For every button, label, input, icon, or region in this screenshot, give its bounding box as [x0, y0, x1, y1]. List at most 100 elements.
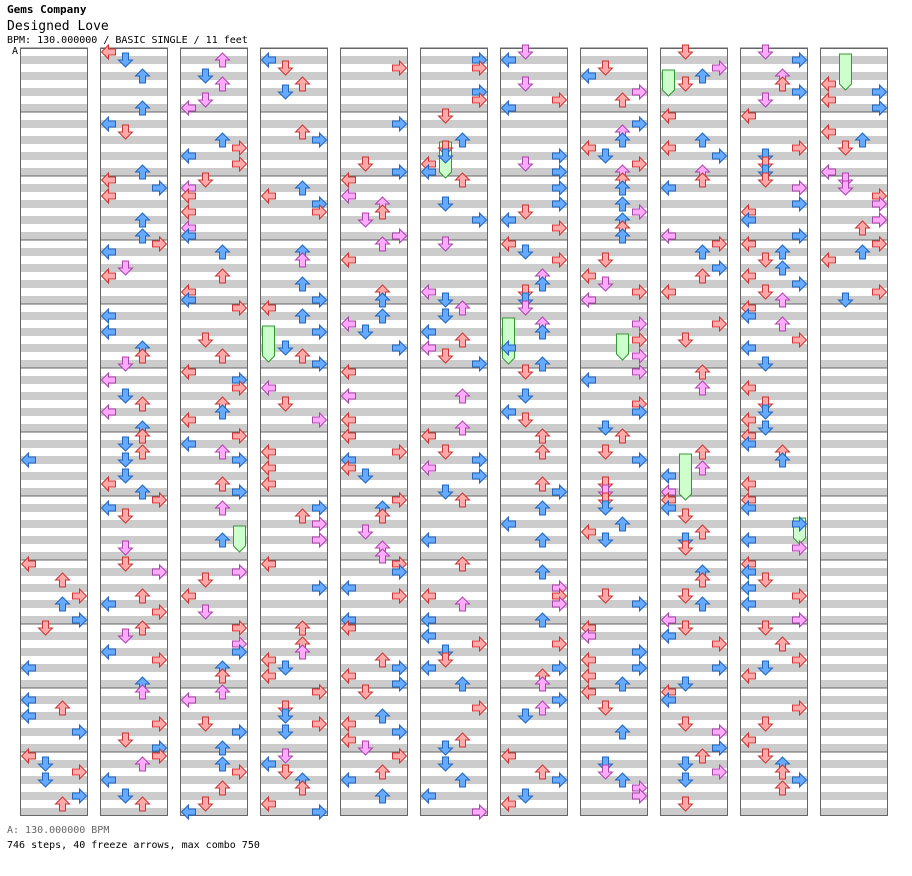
eighth-arrow-up-icon — [214, 244, 231, 260]
beat-stripe — [20, 104, 88, 112]
eighth-arrow-down-icon — [117, 388, 134, 404]
beat-stripe — [100, 264, 168, 272]
quarter-arrow-up-icon — [294, 620, 311, 636]
beat-stripe — [340, 360, 408, 368]
beat-stripe — [580, 616, 648, 624]
quarter-arrow-down-icon — [677, 332, 694, 348]
beat-stripe — [340, 104, 408, 112]
eighth-arrow-right-icon — [552, 771, 568, 789]
beat-stripe — [580, 760, 648, 768]
quarter-arrow-right-icon — [792, 331, 808, 349]
beat-stripe — [580, 568, 648, 576]
beat-stripe — [660, 536, 728, 544]
beat-stripe — [500, 120, 568, 128]
eighth-arrow-left-icon — [740, 339, 756, 357]
beat-stripe — [660, 808, 728, 816]
sixteenth-arrow-up-icon — [534, 700, 551, 716]
quarter-arrow-right-icon — [632, 155, 648, 173]
beat-stripe — [420, 680, 488, 688]
eighth-arrow-left-icon — [740, 211, 756, 229]
beat-stripe — [340, 312, 408, 320]
quarter-arrow-up-icon — [374, 204, 391, 220]
beat-stripe — [660, 648, 728, 656]
quarter-arrow-down-icon — [117, 508, 134, 524]
beat-stripe — [580, 376, 648, 384]
beat-stripe — [820, 664, 888, 672]
beat-stripe — [500, 440, 568, 448]
sixteenth-arrow-left-icon — [100, 371, 116, 389]
beat-stripe — [260, 392, 328, 400]
beat-stripe — [20, 600, 88, 608]
beat-stripe — [20, 488, 88, 496]
quarter-arrow-left-icon — [820, 91, 836, 109]
eighth-arrow-right-icon — [792, 275, 808, 293]
quarter-arrow-up-icon — [454, 732, 471, 748]
beat-stripe — [660, 504, 728, 512]
beat-stripe — [500, 376, 568, 384]
chart-column — [580, 48, 648, 816]
beat-stripe — [660, 408, 728, 416]
beat-stripe — [180, 120, 248, 128]
eighth-arrow-right-icon — [392, 659, 408, 677]
beat-stripe — [580, 472, 648, 480]
quarter-arrow-down-icon — [437, 108, 454, 124]
quarter-arrow-up-icon — [134, 428, 151, 444]
beat-stripe — [180, 696, 248, 704]
quarter-arrow-down-icon — [437, 444, 454, 460]
beat-stripe — [20, 536, 88, 544]
quarter-arrow-down-icon — [757, 716, 774, 732]
quarter-arrow-left-icon — [740, 379, 756, 397]
sixteenth-arrow-up-icon — [454, 388, 471, 404]
quarter-arrow-right-icon — [392, 443, 408, 461]
beat-stripe — [500, 760, 568, 768]
beat-stripe — [100, 104, 168, 112]
beat-stripe — [740, 600, 808, 608]
sixteenth-arrow-up-icon — [454, 420, 471, 436]
eighth-arrow-down-icon — [277, 84, 294, 100]
chart-column — [500, 48, 568, 816]
beat-stripe — [820, 792, 888, 800]
beat-stripe — [340, 616, 408, 624]
beat-stripe — [420, 360, 488, 368]
beat-stripe — [820, 520, 888, 528]
quarter-arrow-left-icon — [740, 235, 756, 253]
beat-stripe — [100, 120, 168, 128]
beat-stripe — [740, 280, 808, 288]
quarter-arrow-left-icon — [20, 555, 36, 573]
sixteenth-arrow-down-icon — [117, 356, 134, 372]
quarter-arrow-left-icon — [100, 475, 116, 493]
beat-stripe — [180, 392, 248, 400]
beat-stripe — [820, 120, 888, 128]
eighth-arrow-up-icon — [454, 676, 471, 692]
eighth-arrow-left-icon — [340, 579, 356, 597]
beat-stripe — [340, 744, 408, 752]
sixteenth-arrow-right-icon — [712, 59, 728, 77]
beat-stripe — [580, 216, 648, 224]
beat-stripe — [260, 168, 328, 176]
eighth-arrow-left-icon — [260, 51, 276, 69]
beat-stripe — [20, 392, 88, 400]
eighth-arrow-right-icon — [232, 643, 248, 661]
beat-stripe — [260, 280, 328, 288]
quarter-arrow-left-icon — [100, 267, 116, 285]
beat-stripe — [100, 408, 168, 416]
beat-stripe — [100, 552, 168, 560]
eighth-arrow-right-icon — [232, 451, 248, 469]
eighth-arrow-right-icon — [712, 147, 728, 165]
quarter-arrow-left-icon — [580, 267, 596, 285]
beat-stripe — [660, 312, 728, 320]
eighth-arrow-down-icon — [757, 356, 774, 372]
quarter-arrow-up-icon — [214, 476, 231, 492]
beat-stripe — [660, 232, 728, 240]
quarter-arrow-up-icon — [694, 444, 711, 460]
beat-stripe — [580, 456, 648, 464]
quarter-arrow-down-icon — [757, 572, 774, 588]
eighth-arrow-up-icon — [134, 484, 151, 500]
quarter-arrow-left-icon — [20, 747, 36, 765]
beat-stripe — [820, 616, 888, 624]
beat-stripe — [100, 584, 168, 592]
eighth-arrow-left-icon — [660, 499, 676, 517]
beat-stripe — [740, 216, 808, 224]
eighth-arrow-right-icon — [632, 595, 648, 613]
eighth-arrow-left-icon — [660, 467, 676, 485]
